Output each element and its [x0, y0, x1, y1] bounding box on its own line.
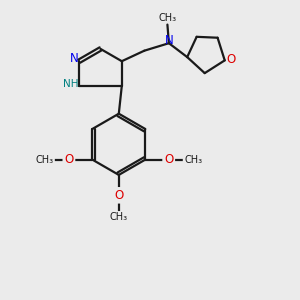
- Text: NH: NH: [63, 79, 79, 89]
- Text: O: O: [64, 153, 74, 166]
- Text: N: N: [164, 34, 173, 47]
- Text: CH₃: CH₃: [158, 13, 176, 23]
- Text: CH₃: CH₃: [184, 154, 202, 165]
- Text: O: O: [114, 189, 123, 202]
- Text: CH₃: CH₃: [35, 154, 53, 165]
- Text: CH₃: CH₃: [110, 212, 128, 223]
- Text: O: O: [226, 53, 236, 66]
- Text: N: N: [69, 52, 78, 65]
- Text: O: O: [164, 153, 173, 166]
